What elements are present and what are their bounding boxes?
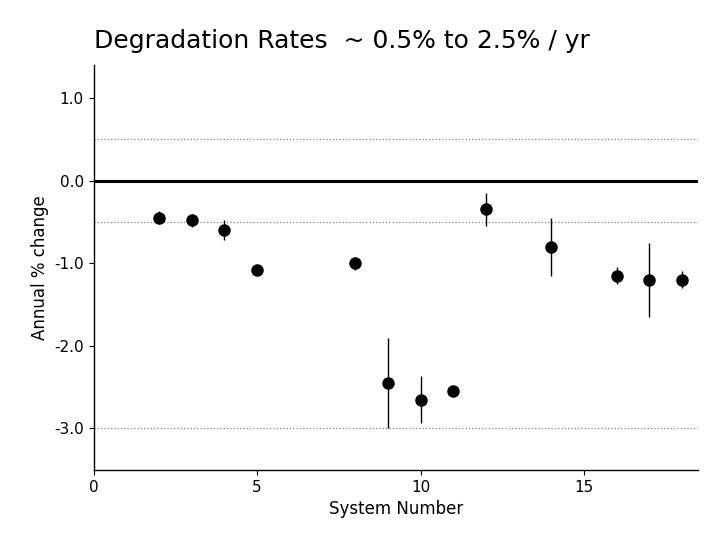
Text: Degradation Rates  ~ 0.5% to 2.5% / yr: Degradation Rates ~ 0.5% to 2.5% / yr bbox=[94, 29, 590, 53]
X-axis label: System Number: System Number bbox=[329, 500, 463, 518]
Y-axis label: Annual % change: Annual % change bbox=[30, 195, 48, 340]
